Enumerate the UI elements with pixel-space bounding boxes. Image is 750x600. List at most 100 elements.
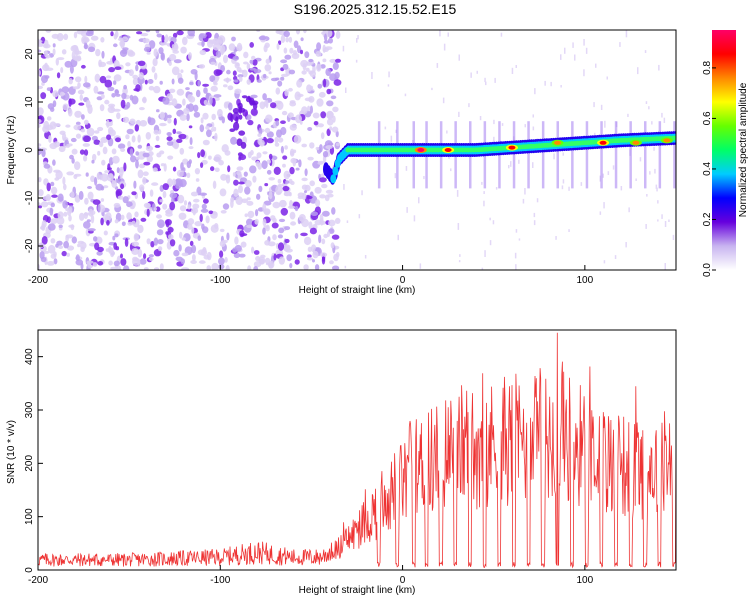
- noise-speck: [495, 187, 498, 190]
- noise-blob: [188, 125, 193, 129]
- noise-speck: [397, 234, 399, 241]
- noise-blob: [171, 78, 175, 85]
- noise-blob: [296, 79, 303, 88]
- noise-blob: [240, 241, 247, 248]
- noise-blob: [238, 185, 243, 194]
- noise-blob: [301, 143, 308, 148]
- noise-blob: [65, 234, 74, 239]
- noise-blob: [247, 210, 255, 219]
- spectrogram-x-tick-label: -100: [210, 275, 230, 286]
- noise-blob: [62, 103, 69, 111]
- noise-blob: [55, 58, 59, 66]
- periodic-streak: [600, 121, 603, 189]
- noise-blob: [102, 185, 109, 189]
- noise-blob: [175, 183, 182, 190]
- noise-blob: [45, 194, 51, 202]
- noise-speck: [668, 219, 670, 222]
- noise-blob: [117, 265, 121, 270]
- noise-blob: [38, 205, 42, 209]
- noise-blob: [111, 93, 116, 98]
- noise-blob: [71, 236, 78, 244]
- noise-blob: [210, 224, 219, 233]
- noise-blob: [236, 170, 242, 176]
- noise-blob: [162, 183, 169, 191]
- noise-blob: [57, 211, 64, 219]
- noise-speck: [593, 102, 595, 108]
- noise-blob: [56, 216, 65, 225]
- noise-speck: [599, 211, 602, 215]
- noise-blob: [307, 254, 312, 258]
- noise-blob: [79, 212, 85, 221]
- noise-blob: [293, 40, 299, 49]
- noise-blob: [319, 144, 323, 153]
- noise-blob: [106, 75, 112, 79]
- noise-blob: [110, 250, 115, 258]
- noise-blob: [75, 254, 80, 262]
- noise-blob: [273, 253, 277, 261]
- noise-blob: [139, 163, 145, 169]
- noise-blob: [310, 211, 319, 216]
- noise-blob: [306, 257, 314, 261]
- noise-blob: [303, 264, 309, 270]
- noise-blob: [147, 116, 152, 124]
- noise-blob: [187, 94, 193, 101]
- noise-blob: [120, 183, 125, 190]
- noise-blob: [329, 126, 333, 131]
- noise-blob: [238, 130, 246, 136]
- noise-speck: [606, 76, 608, 80]
- noise-blob: [178, 133, 187, 140]
- noise-blob: [272, 234, 277, 241]
- noise-speck: [583, 69, 585, 77]
- noise-blob: [143, 161, 151, 166]
- noise-speck: [603, 202, 605, 209]
- noise-blob: [40, 92, 47, 100]
- noise-speck: [594, 132, 596, 136]
- noise-blob: [62, 176, 66, 185]
- noise-blob: [258, 127, 263, 135]
- noise-speck: [346, 220, 349, 223]
- noise-blob: [87, 191, 94, 200]
- noise-blob: [257, 133, 262, 138]
- noise-blob: [294, 259, 300, 265]
- noise-blob: [227, 85, 234, 91]
- noise-blob: [283, 191, 292, 197]
- periodic-streak: [629, 121, 632, 189]
- noise-blob: [261, 160, 268, 170]
- noise-speck: [655, 184, 658, 189]
- noise-blob: [114, 89, 119, 94]
- snr-x-ticks: -200 -100 0 100: [28, 565, 594, 586]
- noise-blob: [234, 62, 240, 69]
- noise-blob: [250, 94, 258, 99]
- noise-blob: [223, 54, 228, 64]
- noise-blob: [253, 266, 259, 270]
- noise-blob: [114, 233, 119, 238]
- spectrogram-y-tick-label: 0: [24, 147, 35, 153]
- noise-blob: [129, 94, 134, 101]
- spectrogram-y-tick-label: 20: [24, 48, 35, 60]
- noise-blob: [232, 172, 236, 177]
- noise-blob: [46, 182, 51, 192]
- noise-blob: [153, 237, 159, 246]
- noise-blob: [60, 67, 64, 74]
- noise-blob: [208, 39, 217, 44]
- noise-blob: [307, 127, 313, 131]
- noise-blob: [171, 178, 177, 186]
- noise-blob: [309, 85, 314, 91]
- noise-blob: [282, 163, 286, 168]
- noise-blob: [211, 113, 216, 121]
- noise-blob: [251, 246, 255, 254]
- noise-speck: [458, 111, 460, 117]
- noise-speck: [371, 72, 373, 79]
- noise-blob: [301, 192, 307, 200]
- snr-y-tick-label: 200: [24, 455, 35, 472]
- noise-blob: [76, 30, 85, 35]
- noise-speck: [628, 207, 630, 213]
- noise-blob: [59, 130, 66, 135]
- noise-blob: [156, 229, 164, 236]
- noise-blob: [50, 238, 56, 244]
- noise-blob: [50, 202, 55, 208]
- noise-blob: [194, 168, 200, 175]
- noise-blob: [280, 207, 288, 216]
- noise-blob: [288, 36, 293, 43]
